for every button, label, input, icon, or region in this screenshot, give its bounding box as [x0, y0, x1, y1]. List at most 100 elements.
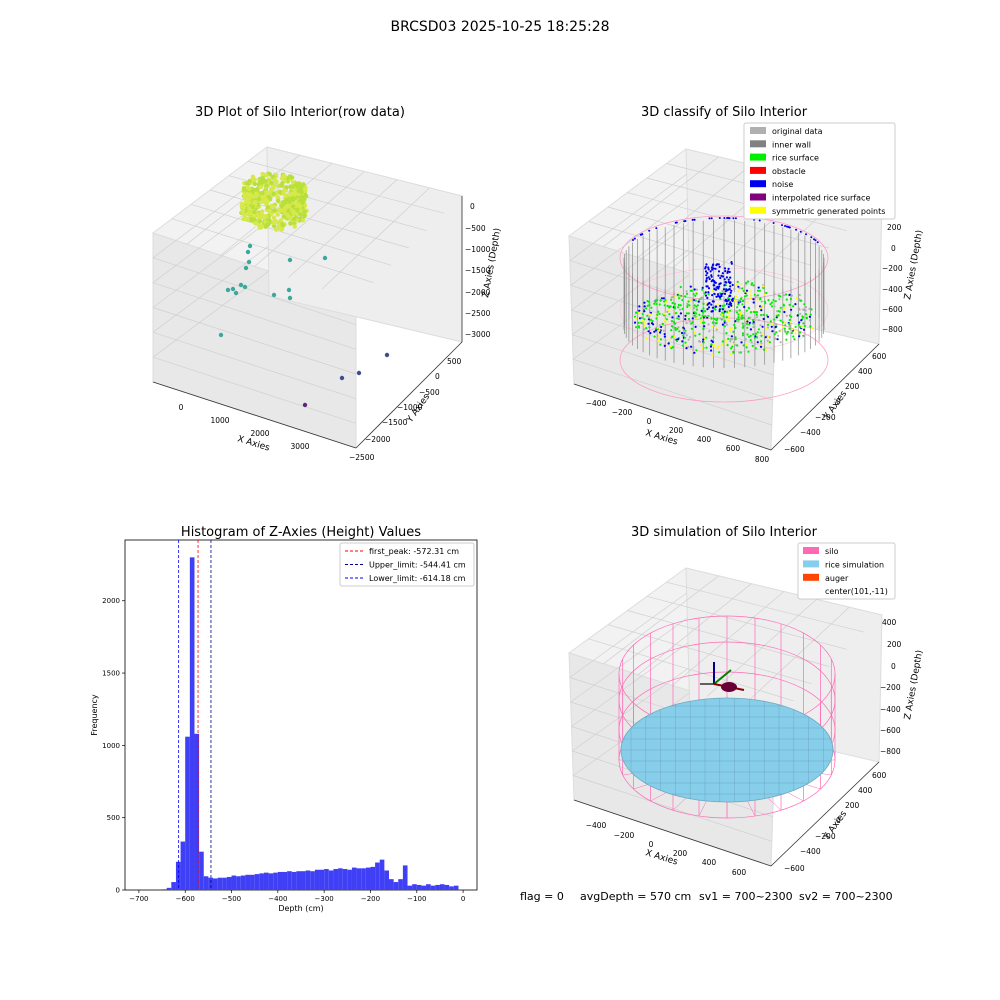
- raw-data-points: [218, 171, 390, 408]
- classify-point: [658, 312, 661, 315]
- raw-z-tick: −2500: [465, 309, 491, 318]
- raw-point: [292, 224, 297, 229]
- classify-noise-point: [723, 278, 726, 281]
- classify-point: [700, 297, 703, 300]
- histogram-bar: [180, 841, 186, 890]
- classify-noise-point: [706, 296, 709, 299]
- classify-noise-point: [713, 284, 716, 287]
- classify-point: [684, 344, 687, 347]
- raw-point: [263, 178, 268, 184]
- classify-point: [759, 340, 763, 343]
- classify-point: [778, 298, 781, 301]
- classify-point: [678, 297, 681, 300]
- classify-point: [674, 326, 677, 329]
- classify-x-tick: 200: [669, 426, 684, 435]
- classify-noise-point: [711, 300, 714, 303]
- classify-point: [693, 351, 696, 354]
- classify-point: [697, 300, 700, 303]
- classify-point: [808, 307, 811, 310]
- classify-point: [798, 321, 801, 324]
- simulation-x-tick: 200: [673, 849, 688, 858]
- classify-noise-point: [722, 288, 726, 291]
- histogram-bar: [296, 871, 301, 890]
- histogram-bar: [301, 871, 306, 890]
- histogram-bar: [213, 878, 218, 890]
- classify-point: [746, 280, 750, 283]
- classify-point: [755, 316, 759, 319]
- raw-point: [264, 183, 269, 188]
- classify-point: [796, 314, 799, 317]
- raw-point: [295, 184, 300, 189]
- histogram-y-tick: 500: [107, 814, 120, 822]
- classify-point: [754, 308, 757, 311]
- classify-noise-point: [730, 262, 733, 265]
- classify-point: [725, 310, 729, 313]
- raw-point: [260, 175, 265, 180]
- classify-noise-point: [718, 308, 721, 311]
- classify-noise-point: [727, 267, 730, 270]
- classify-point: [719, 317, 722, 320]
- simulation-x-tick: 600: [732, 868, 747, 877]
- classify-point: [754, 335, 757, 338]
- histogram-bar: [273, 872, 278, 890]
- classify-noise-point: [727, 305, 730, 309]
- classify-point: [692, 346, 695, 349]
- histogram-x-tick: −700: [129, 895, 148, 903]
- histogram-bar: [226, 876, 232, 890]
- classify-noise-point: [723, 310, 727, 313]
- classify-point: [768, 336, 771, 339]
- raw-point: [258, 224, 264, 229]
- classify-point: [681, 340, 684, 343]
- classify-point: [798, 294, 801, 297]
- classify-noise-point: [704, 267, 707, 270]
- classify-point: [788, 293, 791, 296]
- classify-point: [792, 335, 795, 338]
- classify-point: [773, 305, 776, 308]
- classify-noise-point: [710, 217, 713, 220]
- classify-point: [758, 289, 762, 292]
- classify-point: [734, 320, 737, 323]
- raw-point: [253, 199, 258, 205]
- classify-point: [743, 295, 747, 298]
- raw-point: [272, 208, 277, 213]
- raw-x-ticks: 0 1000 2000 3000: [179, 403, 310, 451]
- histogram-bar: [407, 885, 413, 890]
- classify-silo-outline: [619, 215, 829, 403]
- histogram-y-ticks: 0 500 1000 1500 2000: [102, 597, 125, 895]
- classify-point: [687, 317, 691, 321]
- classify-point: [681, 298, 684, 302]
- classify-point: [654, 299, 657, 303]
- classify-noise-point: [705, 274, 708, 277]
- classify-point: [797, 323, 801, 326]
- raw-point: [288, 192, 293, 197]
- raw-point: [246, 259, 252, 265]
- classify-point: [729, 337, 733, 340]
- histogram-x-tick: −300: [315, 895, 334, 903]
- classify-point: [668, 338, 671, 341]
- classify-point: [770, 301, 774, 304]
- classify-point: [805, 313, 808, 316]
- classify-noise-point: [729, 285, 732, 288]
- classify-noise-point: [719, 304, 722, 307]
- classify-point: [782, 326, 785, 329]
- classify-point: [786, 330, 790, 333]
- classify-point: [769, 303, 772, 306]
- histogram-bar: [393, 882, 399, 890]
- classify-point: [677, 294, 680, 297]
- simulation-legend-label: center(101,-11): [825, 587, 888, 596]
- simulation-z-ticks: 400 200 0 −200 −400 −600 −800: [880, 618, 902, 756]
- classify-point: [638, 311, 641, 314]
- raw-point: [272, 204, 277, 209]
- classify-point: [790, 308, 793, 311]
- classify-point: [685, 312, 689, 315]
- classify-noise-point: [714, 267, 717, 270]
- classify-point: [749, 328, 753, 331]
- classify-point: [701, 314, 704, 317]
- raw-y-tick: −500: [419, 388, 440, 397]
- classify-point: [695, 312, 698, 315]
- classify-legend-label: interpolated rice surface: [772, 194, 870, 203]
- classify-point: [794, 325, 797, 328]
- classify-point: [752, 298, 755, 301]
- histogram-legend: first_peak: -572.31 cm Upper_limit: -544.…: [339, 542, 475, 587]
- classify-point: [672, 320, 676, 323]
